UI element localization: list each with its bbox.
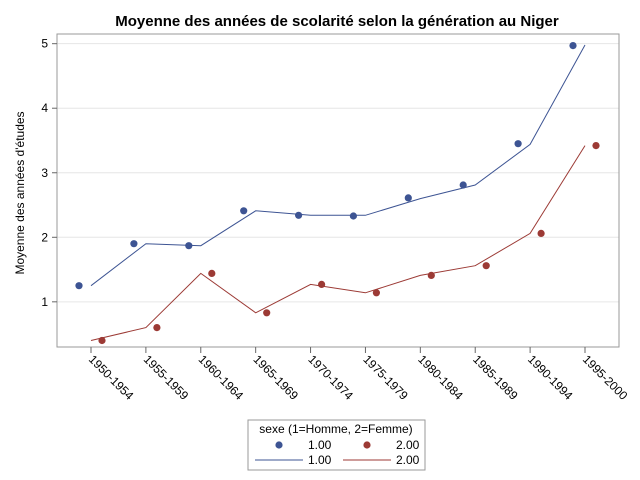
data-point-2.00 [98,336,106,345]
x-tick-label: 1975-1979 [360,352,411,403]
data-point-2.00 [427,271,435,279]
x-axis: 1950-1954 1955-1959 1960-1964 1965-1969 1970… [86,347,631,403]
data-point-2.00 [263,309,271,317]
data-point-2.00 [318,280,326,288]
data-point-2.00 [592,142,600,150]
data-point-1.00 [459,181,467,189]
y-axis: 1 2 3 4 5 [41,37,57,309]
data-point-2.00 [537,229,545,237]
grid-lines [57,43,619,303]
x-tick-label: 1990-1994 [525,352,576,403]
legend-box [247,419,426,471]
data-point-1.00 [514,140,522,148]
data-point-1.00 [130,240,138,248]
series-line-1.00 [90,44,586,287]
data-point-1.00 [75,282,83,290]
y-axis-label: Moyenne des années d'études [13,111,27,274]
data-point-2.00 [372,289,380,297]
data-point-1.00 [295,211,303,219]
data-point-1.00 [185,242,193,250]
legend-marker-homme [275,441,283,449]
data-point-2.00 [153,324,161,332]
legend-label-line-homme: 1.00 [308,453,332,467]
x-tick-label: 1950-1954 [86,352,137,403]
x-tick-label: 1960-1964 [196,352,247,403]
series-points [75,42,600,345]
legend: sexe (1=Homme, 2=Femme) 1.00 2.00 1.00 2… [247,419,426,471]
legend-label-marker-homme: 1.00 [308,438,332,452]
chart-title: Moyenne des années de scolarité selon la… [115,13,559,30]
y-tick-label: 4 [41,101,48,115]
legend-label-line-femme: 2.00 [396,453,420,467]
y-tick-label: 1 [41,295,48,309]
x-tick-label: 1965-1969 [251,352,302,403]
x-tick-label: 1985-1989 [470,352,521,403]
x-tick-label: 1980-1984 [415,352,466,403]
x-tick-label: 1995-2000 [580,352,631,403]
plot-frame [56,33,620,348]
legend-title: sexe (1=Homme, 2=Femme) [259,422,412,436]
data-point-2.00 [208,269,216,277]
series-lines [90,44,586,341]
data-point-1.00 [240,207,248,215]
data-point-2.00 [482,262,490,270]
series-line-2.00 [90,145,586,341]
x-tick-label: 1955-1959 [141,352,192,403]
legend-label-marker-femme: 2.00 [396,438,420,452]
data-point-1.00 [569,42,577,50]
y-tick-label: 5 [41,37,48,51]
legend-marker-femme [363,441,371,449]
data-point-1.00 [349,212,357,220]
x-tick-label: 1970-1974 [305,352,356,403]
y-tick-label: 2 [41,230,48,244]
data-point-1.00 [404,194,412,202]
y-tick-label: 3 [41,166,48,180]
